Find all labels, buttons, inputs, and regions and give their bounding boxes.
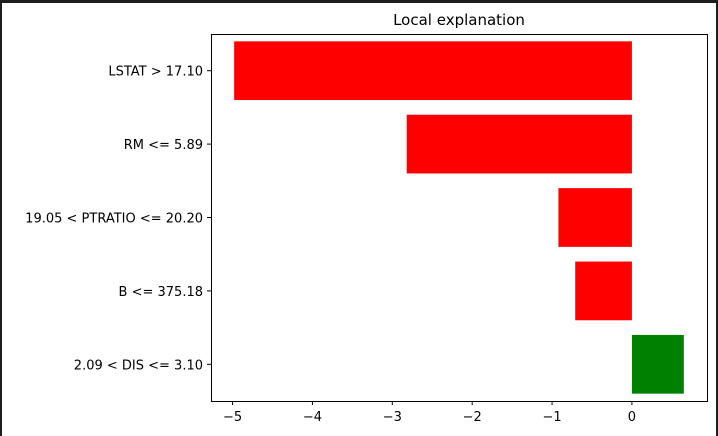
y-tick-label: LSTAT > 17.10 (108, 65, 203, 80)
y-axis-ticks: LSTAT > 17.10 RM <= 5.89 19.05 < PTRATIO <… (25, 65, 211, 373)
y-tick-label: 19.05 < PTRATIO <= 20.20 (25, 212, 203, 227)
x-tick-label: −4 (303, 410, 322, 425)
bars-group (234, 41, 684, 394)
plot-area-frame (211, 34, 708, 402)
bar-2-09-dis-3-10 (631, 334, 684, 394)
x-axis-ticks: −5 −4 −3 −2 −1 0 (223, 401, 636, 425)
y-tick-label: B <= 375.18 (119, 285, 203, 300)
chart-title: Local explanation (393, 11, 525, 29)
x-tick-label: 0 (628, 410, 636, 425)
y-tick-label: 2.09 < DIS <= 3.10 (74, 358, 203, 373)
bar-lstat-17-10 (234, 41, 632, 101)
bar-19-05-ptratio-20-20 (558, 188, 632, 247)
y-tick-label: RM <= 5.89 (124, 138, 203, 153)
bar-rm-5-89 (406, 114, 632, 174)
x-tick-label: −1 (542, 410, 561, 425)
local-explanation-chart: Local explanation LSTAT > 17.10 RM <= 5.8… (25, 11, 708, 425)
x-tick-label: −2 (463, 410, 482, 425)
bar-b-375-18 (575, 261, 632, 321)
x-tick-label: −5 (223, 410, 242, 425)
x-tick-label: −3 (383, 410, 402, 425)
